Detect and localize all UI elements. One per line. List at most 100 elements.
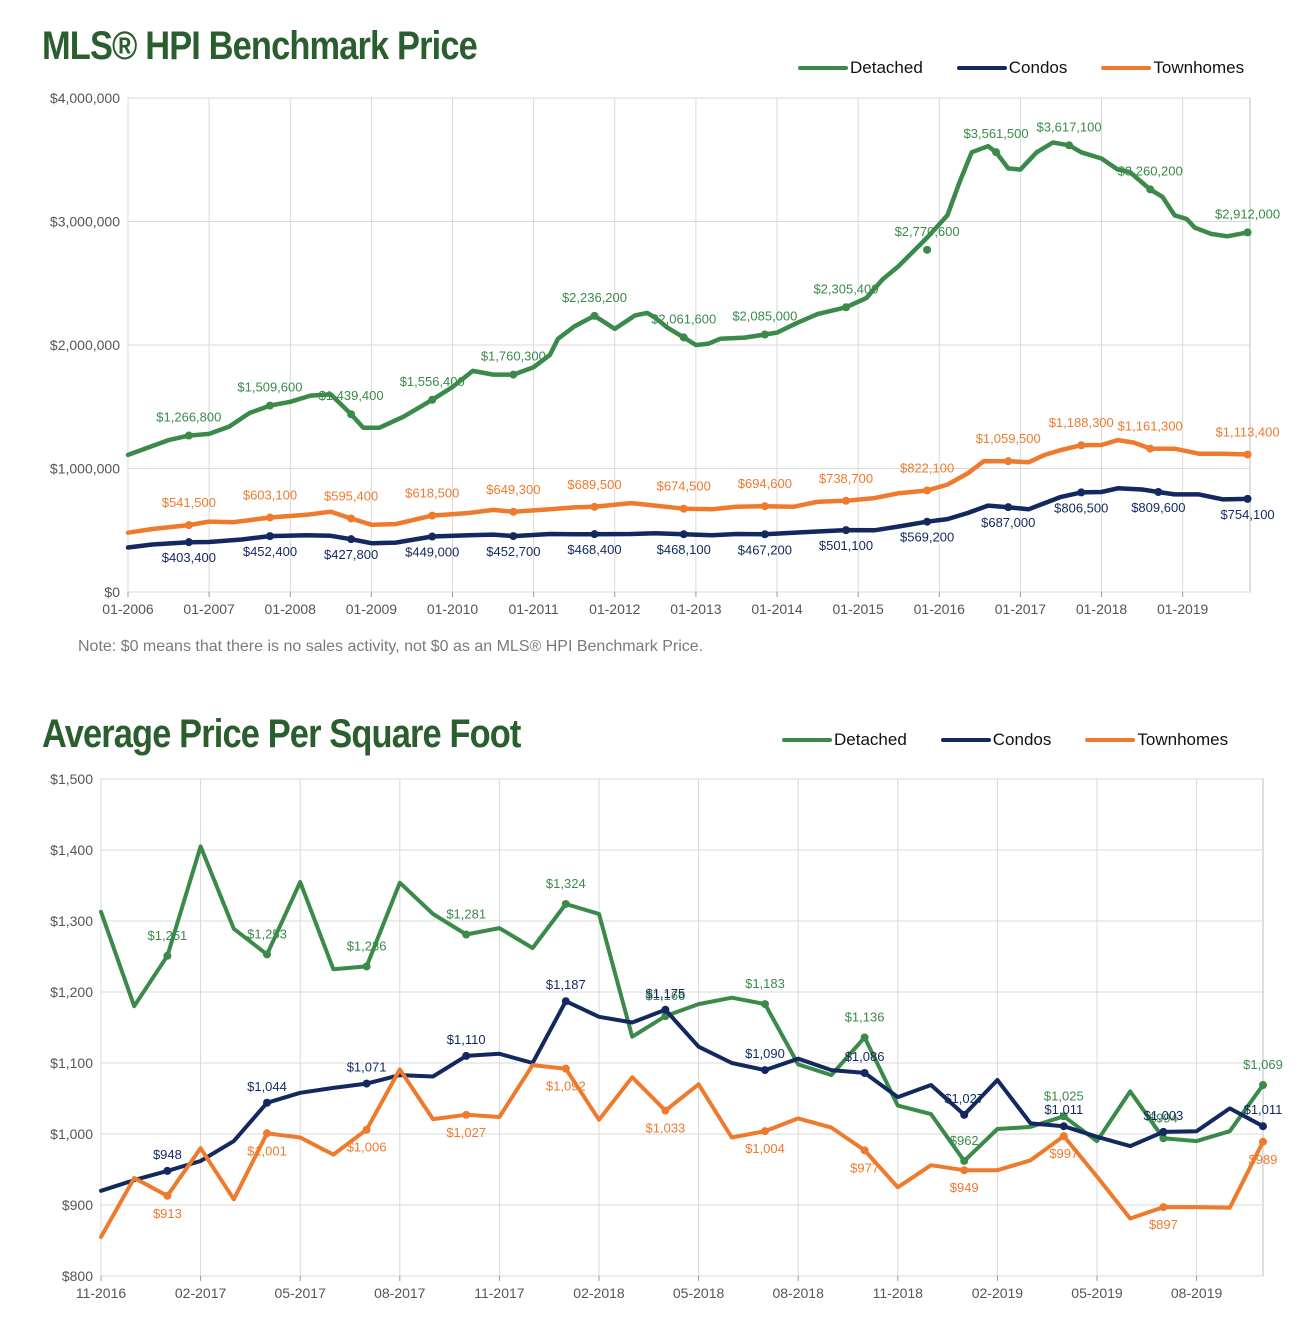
data-point-condos [462,1051,471,1060]
data-point-townhomes [761,1127,769,1136]
legend-item-condos: Condos [956,58,1067,78]
data-label-condos: $1,086 [845,1049,885,1064]
data-point-detached [462,930,471,939]
data-label-detached: $2,912,000 [1215,206,1280,221]
data-point-detached [163,951,172,960]
y-tick-label: $1,000 [50,1126,93,1142]
x-tick-label: 02-2018 [573,1285,625,1301]
data-point-townhomes [163,1191,172,1200]
data-label-condos: $1,044 [247,1079,287,1094]
data-point-townhomes [1077,441,1086,450]
series-line-condos [125,486,1250,550]
data-point-townhomes [590,502,599,511]
data-label-condos: $1,011 [1244,1102,1283,1117]
data-point-townhomes [362,1125,371,1134]
y-tick-label: $1,300 [50,913,93,929]
data-label-townhomes: $1,059,500 [976,431,1041,446]
data-label-detached: $3,260,200 [1118,163,1183,178]
y-tick-label: $3,000,000 [50,214,120,230]
data-point-detached [184,431,193,440]
data-point-townhomes [509,507,518,516]
series-line-townhomes [99,1063,1265,1239]
data-label-detached: $1,266,800 [156,410,221,425]
data-point-detached [1146,185,1155,194]
data-point-condos [1154,488,1163,497]
legend-swatch-detached [798,66,848,70]
ppsf-chart-title: Average Price Per Square Foot [42,712,521,756]
data-point-townhomes [923,486,932,495]
data-label-detached: $3,561,500 [964,126,1029,141]
data-point-detached [761,1000,769,1009]
data-label-condos: $754,100 [1220,507,1274,522]
legend-item-detached: Detached [782,730,907,750]
data-label-condos: $1,011 [1044,1102,1083,1117]
data-label-detached: $1,324 [546,876,586,891]
x-tick-label: 11-2017 [474,1285,525,1301]
data-label-condos: $806,500 [1054,500,1108,515]
data-point-detached [679,333,688,342]
legend-label-condos: Condos [992,730,1052,749]
data-point-detached [561,899,570,908]
data-label-townhomes: $694,600 [738,476,792,491]
data-label-townhomes: $603,100 [243,488,297,503]
data-label-condos: $501,100 [819,538,873,553]
legend-item-townhomes: Townhomes [1101,58,1244,78]
legend-item-detached: Detached [798,58,923,78]
x-tick-label: 08-2019 [1171,1285,1223,1301]
data-label-townhomes: $997 [1049,1146,1078,1161]
data-label-townhomes: $541,500 [162,495,216,510]
data-label-townhomes: $977 [850,1160,879,1175]
data-label-detached: $2,236,200 [562,290,627,305]
hpi-chart-panel: $0 $1,000,000 $2,000,000 $3,000,000 $4,000,0… [42,24,1280,655]
y-tick-label: $4,000,000 [50,90,120,106]
data-point-condos [265,532,274,541]
data-label-detached: $962 [950,1133,979,1148]
data-point-condos [679,530,688,539]
data-label-townhomes: $689,500 [567,477,621,492]
x-tick-label: 01-2018 [1076,601,1128,617]
data-label-condos: $452,700 [486,544,540,559]
data-point-detached [760,330,769,339]
data-point-condos [184,538,193,547]
data-label-condos: $468,100 [657,542,711,557]
data-label-detached: $2,770,600 [895,224,960,239]
data-point-townhomes [661,1106,670,1115]
x-tick-label: 01-2014 [751,601,803,617]
legend-swatch-townhomes [1101,66,1152,70]
y-tick-label: $1,100 [50,1055,93,1071]
data-point-townhomes [263,1129,271,1138]
data-label-condos: $1,175 [646,986,686,1001]
data-point-detached [1065,141,1074,150]
series-line-detached [99,844,1265,1163]
data-point-townhomes [1159,1203,1168,1212]
data-label-detached: $994 [1149,1110,1178,1125]
data-label-condos: $449,000 [405,545,459,560]
hpi-chart-svg: $0 $1,000,000 $2,000,000 $3,000,000 $4,000,0… [50,90,1280,617]
data-point-condos [263,1098,271,1107]
x-tick-label: 11-2016 [76,1285,127,1301]
data-point-townhomes [760,502,769,511]
data-point-detached [347,410,356,419]
data-label-townhomes: $674,500 [657,479,711,494]
data-label-detached: $2,061,600 [651,311,716,326]
legend-swatch-detached [782,738,832,742]
data-point-detached [960,1156,969,1165]
data-label-detached: $2,305,400 [813,281,878,296]
data-point-townhomes [679,504,688,513]
x-tick-label: 01-2006 [102,601,154,617]
legend-label-townhomes: Townhomes [1153,58,1245,77]
data-label-detached: $1,251 [148,928,188,943]
data-label-townhomes: $1,161,300 [1118,419,1183,434]
data-label-condos: $1,187 [546,977,586,992]
data-point-condos [841,526,850,535]
data-point-detached [428,395,437,404]
data-label-townhomes: $1,092 [546,1079,586,1094]
data-point-condos [761,1066,769,1075]
data-point-condos [960,1110,969,1119]
data-label-detached: $1,166 [646,988,686,1003]
y-tick-label: $900 [62,1197,93,1213]
data-point-townhomes [860,1146,869,1155]
data-point-condos [590,530,599,539]
data-label-detached: $1,556,400 [400,374,465,389]
data-point-condos [661,1005,670,1014]
